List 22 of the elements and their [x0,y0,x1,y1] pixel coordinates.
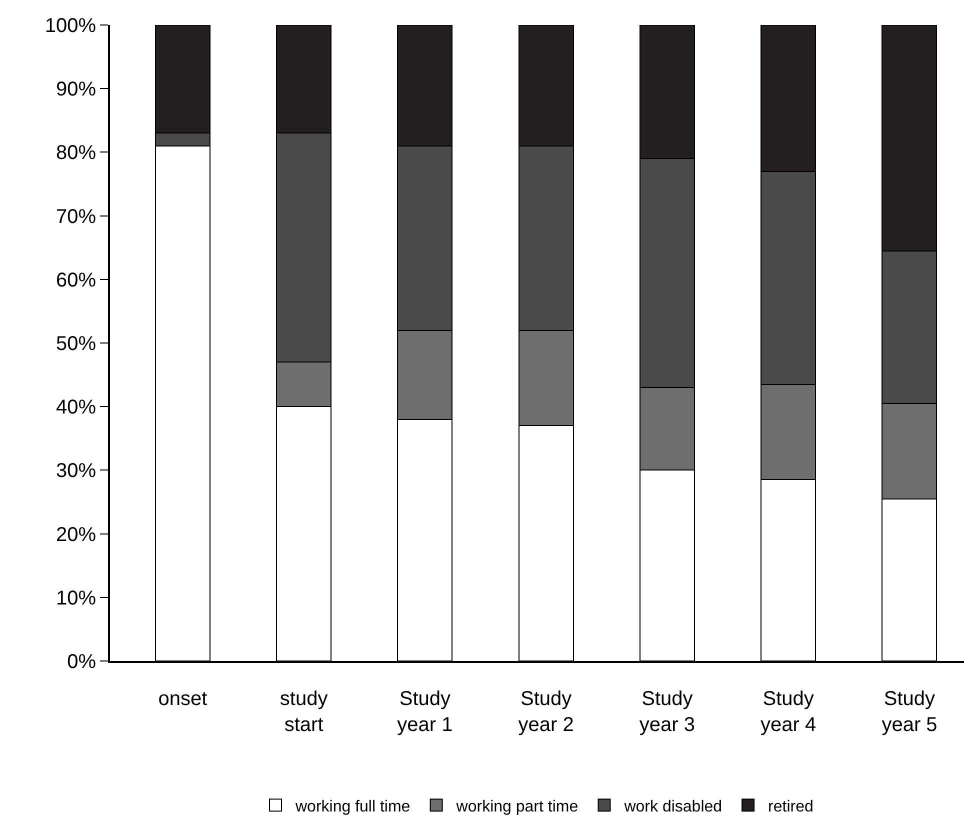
x-tick-label: onset [158,688,208,710]
legend-label: working full time [294,798,410,816]
y-tick-label: 10% [56,587,96,610]
legend-label: working part time [455,798,578,816]
y-tick-label: 20% [56,524,96,546]
y-tick-label: 100% [44,15,96,37]
y-tick-label: 30% [56,460,96,482]
x-tick-label: Study year 2 [518,688,574,736]
x-tick-label: Study year 4 [760,688,816,736]
y-tick-label: 60% [56,269,96,292]
y-tick-label: 90% [56,78,96,101]
y-tick-label: 40% [56,396,96,419]
x-tick-label: study start [280,688,328,736]
x-tick-label: Study year 1 [397,688,453,736]
y-tick-label: 0% [67,651,96,673]
y-tick-label: 80% [56,142,96,164]
legend-label: work disabled [623,798,722,816]
y-tick-label: 50% [56,333,96,355]
legend-label: retired [768,798,814,816]
x-tick-label: Study year 3 [639,688,696,736]
x-tick-label: Study year 5 [882,688,938,736]
y-tick-label: 70% [56,206,96,228]
